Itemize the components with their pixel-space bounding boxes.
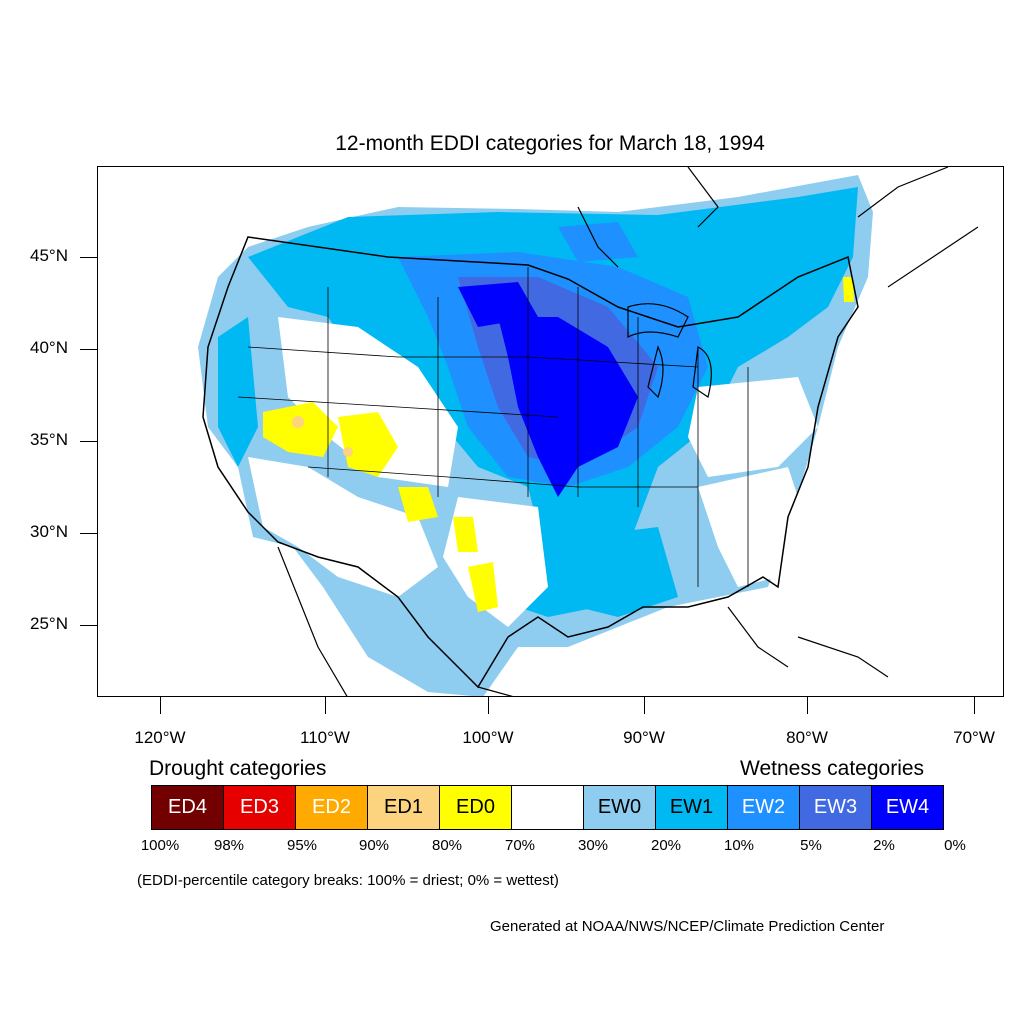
legend-label-ew2: EW2 — [741, 796, 786, 818]
legend-break: 80% — [431, 837, 463, 854]
legend-label-ed2: ED2 — [312, 796, 351, 818]
lon-tick — [325, 697, 326, 714]
map-title: 12-month EDDI categories for March 18, 1… — [335, 132, 765, 155]
legend-label-ew3: EW3 — [813, 796, 858, 818]
lat-tick — [80, 533, 97, 534]
legend-break: 90% — [358, 837, 390, 854]
normal-interior-west — [278, 317, 458, 487]
lon-tick — [644, 697, 645, 714]
legend-box-ed2: ED2 — [295, 785, 368, 830]
lat-tick — [80, 625, 97, 626]
lon-tick — [160, 697, 161, 714]
legend-break: 70% — [504, 837, 536, 854]
wetness-categories-heading: Wetness categories — [740, 757, 925, 780]
lat-label-40n: 40°N — [30, 338, 68, 357]
lon-label-90w: 90°W — [623, 728, 665, 747]
normal-southwest — [248, 457, 438, 597]
state-lines — [237, 267, 749, 587]
legend-box-ed1: ED1 — [367, 785, 440, 830]
ed0-nm — [398, 487, 438, 522]
legend-box-ew2: EW2 — [727, 785, 800, 830]
lon-tick — [974, 697, 975, 714]
legend-label-ew1: EW1 — [669, 796, 714, 818]
category-breaks-note: (EDDI-percentile category breaks: 100% =… — [137, 872, 559, 889]
ew1-west — [218, 317, 258, 467]
legend-break: 98% — [213, 837, 245, 854]
legend-box-normal — [511, 785, 584, 830]
legend-break: 10% — [723, 837, 755, 854]
legend-box-ed4: ED4 — [151, 785, 224, 830]
map-panel — [97, 166, 1004, 697]
legend-break: 100% — [140, 837, 180, 854]
eddi-field — [198, 175, 873, 696]
us-border — [202, 236, 859, 689]
normal-southeast — [698, 467, 808, 587]
legend-label-ew4: EW4 — [885, 796, 930, 818]
legend-label-ed0: ED0 — [456, 796, 495, 818]
credit-line: Generated at NOAA/NWS/NCEP/Climate Predi… — [490, 918, 885, 935]
ew1-south — [578, 527, 678, 617]
legend-box-ew1: EW1 — [655, 785, 728, 830]
coast-canada — [577, 167, 979, 288]
lon-label-70w: 70°W — [953, 728, 995, 747]
ed0-utah — [263, 402, 338, 457]
ed1-spot — [292, 416, 304, 428]
legend-break: 2% — [873, 837, 895, 854]
ed1-spot-2 — [343, 447, 353, 457]
lon-label-100w: 100°W — [462, 728, 514, 747]
legend-break: 95% — [286, 837, 318, 854]
legend-box-ew4: EW4 — [871, 785, 944, 830]
normal-ohio — [688, 377, 818, 477]
ew4-region — [498, 317, 638, 497]
legend-box-ed3: ED3 — [223, 785, 296, 830]
legend-label-ew0: EW0 — [597, 796, 642, 818]
legend-break: 0% — [944, 837, 966, 854]
lat-label-35n: 35°N — [30, 430, 68, 449]
lon-label-120w: 120°W — [134, 728, 186, 747]
ew2-north — [558, 222, 638, 262]
ed0-tx — [468, 562, 498, 612]
legend-break: 30% — [577, 837, 609, 854]
lat-label-45n: 45°N — [30, 246, 68, 265]
great-lakes — [627, 303, 712, 399]
legend-box-ew3: EW3 — [799, 785, 872, 830]
ed0-maine — [843, 277, 854, 302]
eddi-map — [198, 167, 979, 696]
lat-label-25n: 25°N — [30, 614, 68, 633]
category-legend-bar: ED4 ED3 ED2 ED1 ED0 EW0 EW1 EW2 EW3 EW4 — [151, 785, 944, 830]
ed0-ok — [453, 517, 478, 552]
lat-tick — [80, 349, 97, 350]
lat-tick — [80, 441, 97, 442]
lon-tick — [488, 697, 489, 714]
legend-label-ed4: ED4 — [168, 796, 207, 818]
lat-tick — [80, 257, 97, 258]
lon-tick — [807, 697, 808, 714]
legend-break: 20% — [650, 837, 682, 854]
drought-categories-heading: Drought categories — [149, 757, 327, 780]
coast-mexico — [277, 546, 889, 696]
lon-label-110w: 110°W — [300, 728, 350, 747]
ed0-colorado — [338, 412, 398, 477]
legend-box-ed0: ED0 — [439, 785, 512, 830]
lon-label-80w: 80°W — [786, 728, 828, 747]
legend-break: 5% — [800, 837, 822, 854]
map-outlines — [202, 167, 979, 696]
ew4-north — [458, 282, 538, 327]
lat-label-30n: 30°N — [30, 522, 68, 541]
legend-box-ew0: EW0 — [583, 785, 656, 830]
legend-label-ed3: ED3 — [240, 796, 279, 818]
legend-label-ed1: ED1 — [384, 796, 423, 818]
